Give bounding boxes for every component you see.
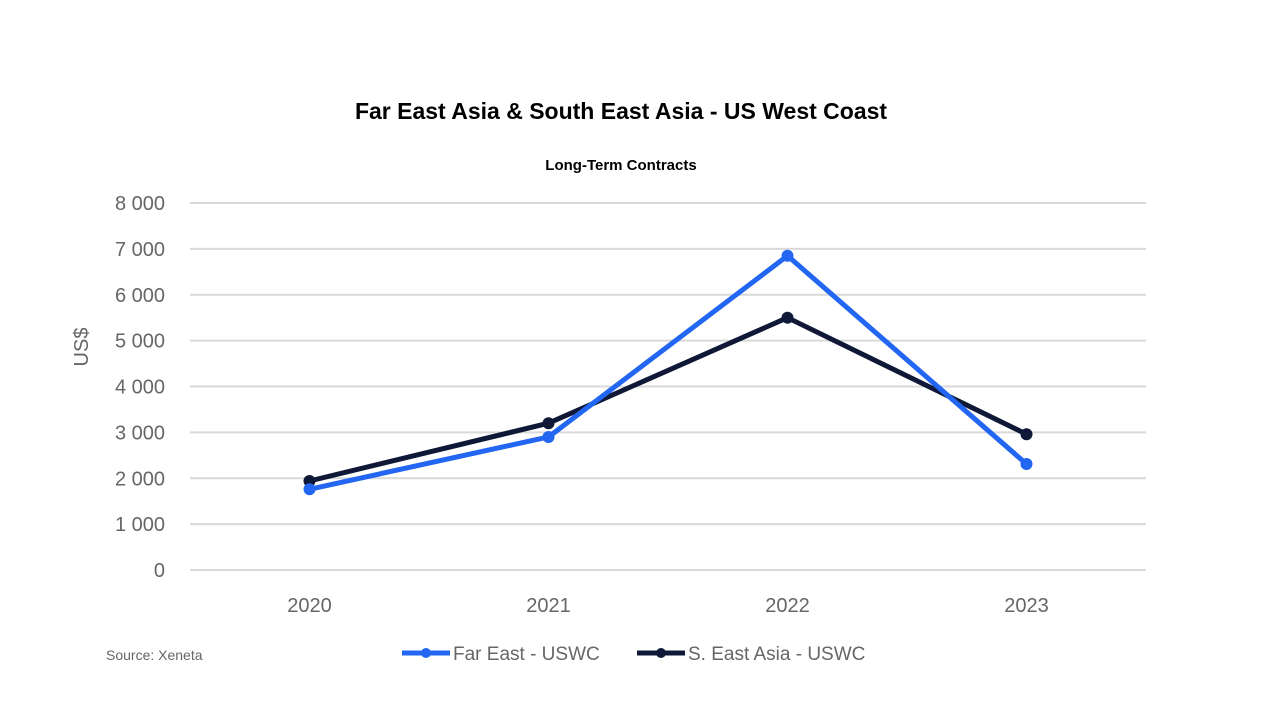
legend-label: S. East Asia - USWC: [688, 644, 865, 665]
data-point: [781, 249, 794, 262]
legend-swatch-marker: [656, 648, 666, 658]
y-tick-label: 5 000: [115, 331, 165, 353]
chart-title: Far East Asia & South East Asia - US Wes…: [354, 98, 888, 124]
source-note: Source: Xeneta: [106, 647, 203, 663]
series-line-1: [308, 315, 1028, 484]
data-point: [542, 430, 555, 443]
legend-label: Far East - USWC: [453, 644, 600, 665]
x-tick-label: 2020: [287, 595, 332, 617]
legend-swatch-marker: [421, 648, 431, 658]
data-point: [1020, 428, 1033, 441]
data-point: [542, 417, 555, 430]
y-tick-label: 3 000: [115, 422, 165, 444]
y-tick-label: 6 000: [115, 285, 165, 307]
x-tick-label: 2022: [765, 595, 810, 617]
data-point: [303, 483, 316, 496]
series-line-0: [308, 253, 1029, 492]
y-tick-label: 2 000: [115, 468, 165, 490]
data-point: [303, 475, 316, 488]
y-tick-label: 1 000: [115, 514, 165, 536]
y-tick-label: 8 000: [115, 193, 165, 215]
y-axis-label: US$: [71, 328, 93, 367]
x-tick-label: 2023: [1004, 595, 1049, 617]
chart-subtitle: Long-Term Contracts: [545, 157, 697, 174]
y-tick-label: 4 000: [115, 377, 165, 399]
y-tick-label: 0: [154, 560, 165, 582]
data-point: [1020, 458, 1033, 471]
data-point: [781, 311, 794, 324]
y-tick-label: 7 000: [115, 239, 165, 261]
x-tick-label: 2021: [526, 595, 571, 617]
